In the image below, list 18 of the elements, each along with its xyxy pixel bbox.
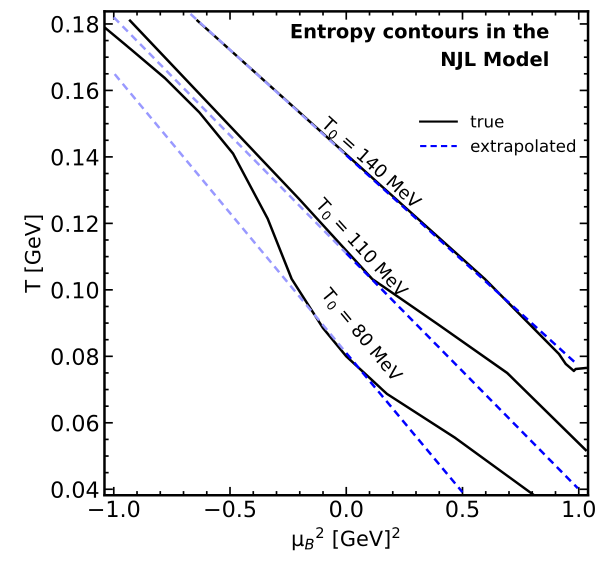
- y-tick-label: 0.18: [52, 16, 98, 33]
- x-axis-title: μ$_{B}$$^{2}$ [GeV]$^{2}$: [292, 527, 400, 550]
- y-tick-label: 0.08: [52, 348, 98, 366]
- y-tick-label: 0.12: [52, 215, 98, 232]
- x-tick-label: 0.0: [330, 500, 362, 518]
- y-axis-title: T [GeV]: [24, 216, 43, 293]
- x-tick-label: 0.5: [446, 500, 478, 518]
- x-tick-label: 1.0: [564, 500, 595, 518]
- y-tick-label: 0.10: [52, 282, 98, 299]
- text: Entropy contours in the NJL Model: [292, 23, 548, 70]
- y-tick-label: 0.06: [52, 414, 98, 432]
- legend-label: true: [470, 116, 504, 128]
- y-tick-label: 0.14: [52, 148, 98, 166]
- y-tick-label: 0.04: [52, 481, 98, 498]
- y-tick-label: 0.16: [52, 82, 98, 100]
- x-tick-label: −1.0: [89, 500, 140, 518]
- x-tick-label: −0.5: [205, 500, 256, 518]
- legend-label: extrapolated: [471, 139, 576, 156]
